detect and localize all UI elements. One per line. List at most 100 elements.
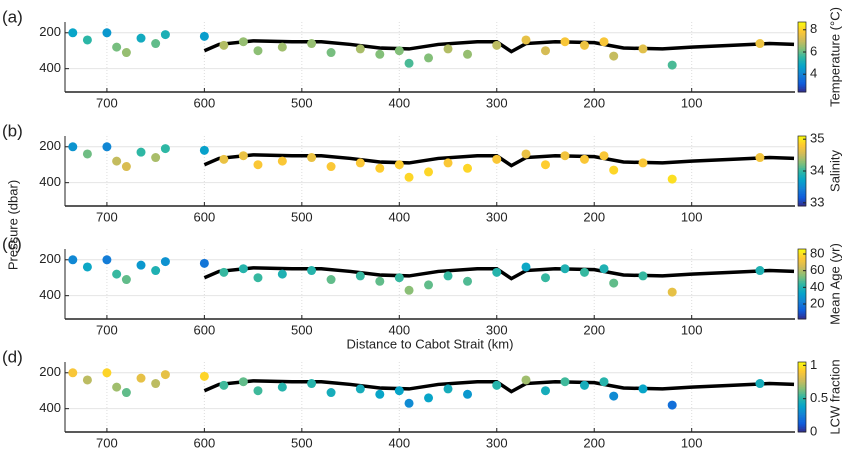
colorbar-segment (798, 266, 806, 269)
data-point (404, 172, 414, 182)
data-point (253, 160, 263, 170)
colorbar-segment (798, 44, 806, 47)
colorbar-segment (798, 365, 806, 368)
data-point (443, 44, 453, 54)
data-point (199, 31, 209, 41)
x-tick-label: 300 (486, 95, 508, 110)
colorbar-segment (798, 275, 806, 278)
data-point (599, 37, 609, 47)
colorbar-segment (798, 37, 806, 40)
data-point (151, 266, 161, 276)
x-tick-label: 500 (291, 435, 313, 449)
data-point (521, 262, 531, 272)
colorbar-segment (798, 418, 806, 421)
colorbar-segment (798, 271, 806, 274)
colorbar-segment (798, 48, 806, 51)
data-point (609, 278, 619, 288)
colorbar-segment (798, 409, 806, 412)
colorbar-segment (798, 294, 806, 297)
colorbar-tick-label: 20 (810, 295, 824, 310)
data-point (579, 267, 589, 277)
data-point (82, 35, 92, 45)
panel-label: (b) (2, 121, 23, 140)
data-point (219, 154, 229, 164)
x-tick-label: 300 (486, 435, 508, 449)
data-point (238, 37, 248, 47)
data-point (355, 271, 365, 281)
colorbar-segment (798, 282, 806, 285)
colorbar-segment (798, 202, 806, 205)
data-point (463, 389, 473, 399)
x-tick-label: 200 (583, 435, 605, 449)
colorbar-segment (798, 391, 806, 394)
data-point (492, 154, 502, 164)
colorbar-segment (798, 312, 806, 315)
colorbar-segment (798, 60, 806, 63)
colorbar-segment (798, 430, 806, 433)
colorbar-segment (798, 86, 806, 89)
colorbar-segment (798, 76, 806, 79)
colorbar-segment (798, 256, 806, 259)
colorbar-segment (798, 22, 806, 25)
colorbar-segment (798, 289, 806, 292)
colorbar-segment (798, 428, 806, 431)
data-point (755, 39, 765, 49)
colorbar-tick-label: 60 (810, 262, 824, 277)
colorbar-segment (798, 51, 806, 54)
colorbar-segment (798, 277, 806, 280)
colorbar-segment (798, 162, 806, 165)
colorbar-segment (798, 303, 806, 306)
data-point (424, 53, 434, 63)
colorbar-segment (798, 419, 806, 422)
data-point (540, 386, 550, 396)
colorbar-segment (798, 39, 806, 42)
colorbar-segment (798, 88, 806, 91)
colorbar-segment (798, 363, 806, 366)
colorbar-segment (798, 291, 806, 294)
data-point (375, 389, 385, 399)
data-point (609, 165, 619, 175)
data-point (579, 380, 589, 390)
y-tick-label: 400 (39, 60, 61, 75)
data-point (540, 160, 550, 170)
panel-label: (d) (2, 347, 23, 366)
x-tick-label: 600 (194, 209, 216, 224)
x-tick-label: 500 (291, 95, 313, 110)
data-point (102, 28, 112, 38)
colorbar-segment (798, 58, 806, 61)
colorbar-tick-label: 1 (810, 357, 817, 372)
x-tick-label: 200 (583, 209, 605, 224)
data-point (326, 388, 336, 398)
data-point (136, 33, 146, 43)
data-point (136, 260, 146, 270)
data-point (136, 147, 146, 157)
colorbar-segment (798, 141, 806, 144)
data-point (307, 39, 317, 49)
colorbar-segment (798, 23, 806, 26)
x-tick-label: 600 (194, 322, 216, 337)
colorbar-segment (798, 405, 806, 408)
data-point (151, 39, 161, 49)
colorbar-segment (798, 55, 806, 58)
data-point (443, 271, 453, 281)
colorbar-segment (798, 296, 806, 299)
colorbar-frame (797, 361, 807, 433)
data-point (307, 153, 317, 163)
data-point (160, 144, 170, 154)
colorbar-segment (798, 414, 806, 417)
data-point (560, 37, 570, 47)
colorbar-segment (798, 185, 806, 188)
data-point (599, 377, 609, 387)
data-point (112, 269, 122, 279)
data-point (68, 142, 78, 152)
data-point (579, 40, 589, 50)
colorbar-segment (798, 411, 806, 414)
panel-label: (a) (2, 7, 23, 26)
colorbar-segment (798, 254, 806, 257)
colorbar-segment (798, 172, 806, 175)
data-point (394, 386, 404, 396)
data-point (394, 273, 404, 283)
data-point (68, 28, 78, 38)
colorbar-segment (798, 249, 806, 252)
